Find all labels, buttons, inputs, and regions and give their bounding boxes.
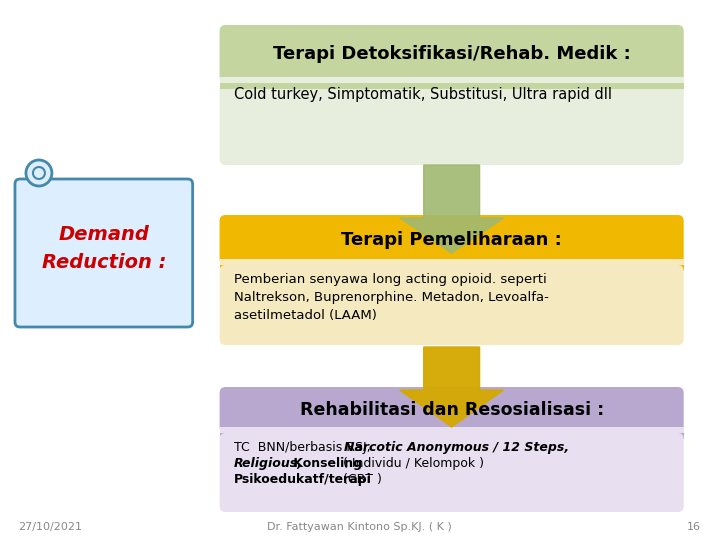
Bar	[220, 427, 684, 439]
FancyBboxPatch shape	[15, 179, 193, 327]
Text: Cold turkey, Simptomatik, Substitusi, Ultra rapid dll: Cold turkey, Simptomatik, Substitusi, Ul…	[233, 87, 611, 103]
Text: (CBT ): (CBT )	[339, 473, 382, 486]
Bar	[220, 77, 684, 89]
Text: ( Individu / Kelompok ): ( Individu / Kelompok )	[339, 457, 485, 470]
Text: Dr. Fattyawan Kintono Sp.KJ. ( K ): Dr. Fattyawan Kintono Sp.KJ. ( K )	[267, 522, 451, 532]
FancyBboxPatch shape	[220, 387, 684, 433]
Text: Narcotic Anonymous / 12 Steps,: Narcotic Anonymous / 12 Steps,	[344, 441, 570, 454]
Bar	[220, 427, 684, 433]
Text: Terapi Pemeliharaan :: Terapi Pemeliharaan :	[341, 231, 562, 249]
Text: Psikoedukatf/terapi: Psikoedukatf/terapi	[233, 473, 372, 486]
Text: Rehabilitasi dan Resosialisasi :: Rehabilitasi dan Resosialisasi :	[300, 401, 604, 419]
Text: 16: 16	[687, 522, 701, 532]
FancyBboxPatch shape	[220, 215, 684, 265]
Text: Pemberian senyawa long acting opioid. seperti
Naltrekson, Buprenorphine. Metadon: Pemberian senyawa long acting opioid. se…	[233, 273, 549, 322]
Polygon shape	[400, 347, 503, 427]
Text: Terapi Detoksifikasi/Rehab. Medik :: Terapi Detoksifikasi/Rehab. Medik :	[273, 45, 631, 63]
FancyBboxPatch shape	[220, 83, 684, 165]
Text: TC  BNN/berbasis RSJ,: TC BNN/berbasis RSJ,	[233, 441, 374, 454]
Bar	[220, 77, 684, 83]
Polygon shape	[400, 165, 503, 253]
Text: Demand
Reduction :: Demand Reduction :	[42, 225, 166, 272]
Text: Religious,: Religious,	[233, 457, 302, 470]
Bar	[220, 259, 684, 265]
FancyBboxPatch shape	[220, 433, 684, 512]
Text: 27/10/2021: 27/10/2021	[18, 522, 82, 532]
Text: Konseling: Konseling	[289, 457, 362, 470]
Bar	[220, 259, 684, 271]
FancyBboxPatch shape	[220, 265, 684, 345]
Circle shape	[26, 160, 52, 186]
FancyBboxPatch shape	[220, 25, 684, 83]
